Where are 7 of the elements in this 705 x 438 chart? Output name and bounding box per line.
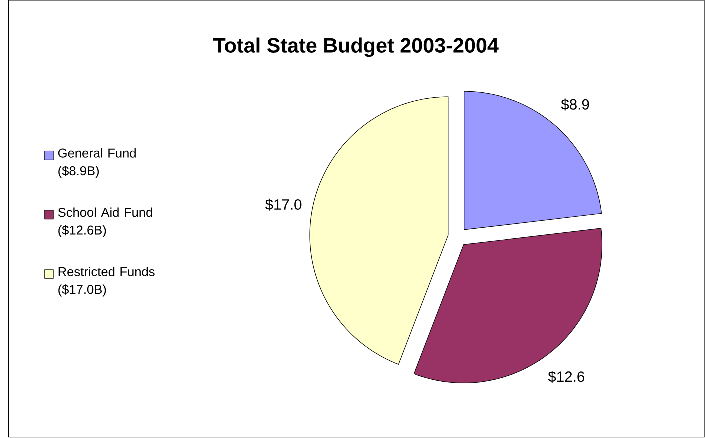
chart-title: Total State Budget 2003-2004 [213,38,499,58]
data-label: $8.9 [561,98,590,111]
data-label: $17.0 [265,198,302,211]
legend-label: School Aid Fund ($12.6B) [58,208,152,238]
legend-label: Restricted Funds ($17.0B) [58,267,155,297]
legend-label: General Fund ($8.9B) [58,148,136,178]
data-label: $12.6 [548,371,584,384]
